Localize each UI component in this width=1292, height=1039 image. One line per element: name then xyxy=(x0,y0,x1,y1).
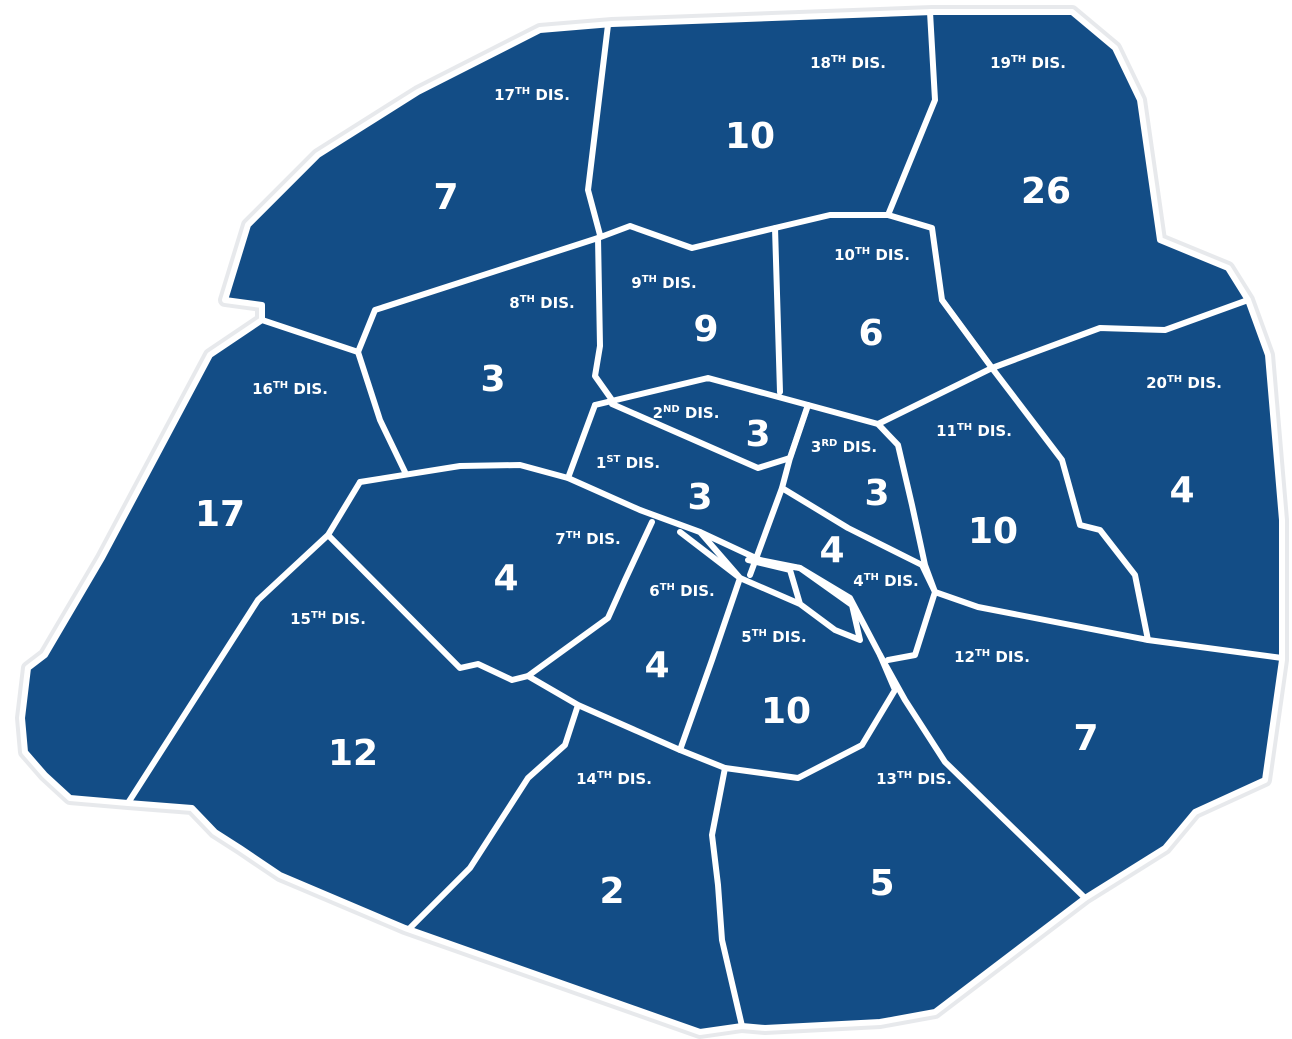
district-name-4: 4TH DIS. xyxy=(853,572,918,590)
border-15-14 xyxy=(407,702,581,931)
border-9-north xyxy=(595,212,891,251)
district-count-11: 10 xyxy=(968,511,1018,552)
border-7-6 xyxy=(525,519,655,679)
district-count-13: 5 xyxy=(869,863,894,904)
district-name-5: 5TH DIS. xyxy=(741,628,806,646)
border-17-18 xyxy=(585,22,611,238)
district-count-3: 3 xyxy=(864,473,889,514)
district-count-8: 3 xyxy=(480,359,505,400)
border-19-20 xyxy=(939,297,1251,371)
district-name-3: 3RD DIS. xyxy=(811,438,877,456)
border-13-12 xyxy=(877,652,1088,901)
border-9-west xyxy=(592,235,615,403)
district-name-18: 18TH DIS. xyxy=(810,54,886,72)
border-9-10 xyxy=(772,225,783,395)
border-6-5 xyxy=(677,529,743,753)
border-1 xyxy=(565,402,598,481)
district-count-14: 2 xyxy=(599,871,624,912)
border-5-south xyxy=(677,652,898,781)
district-name-19: 19TH DIS. xyxy=(990,54,1066,72)
border-11-20 xyxy=(989,365,1151,643)
border-12-20 xyxy=(932,589,1285,661)
district-count-20: 4 xyxy=(1169,470,1194,511)
district-count-15: 12 xyxy=(328,733,378,774)
district-name-20: 20TH DIS. xyxy=(1146,374,1222,392)
district-name-11: 11TH DIS. xyxy=(936,422,1012,440)
border-18-19 xyxy=(885,9,938,218)
district-count-16: 17 xyxy=(195,494,245,535)
border-14-13 xyxy=(709,765,745,1029)
border-7-15 xyxy=(325,532,531,683)
district-count-17: 7 xyxy=(433,177,458,218)
border-islands xyxy=(697,529,863,643)
district-name-17: 17TH DIS. xyxy=(494,86,570,104)
district-count-10: 6 xyxy=(858,313,883,354)
border-16-15 xyxy=(125,479,363,806)
district-name-16: 16TH DIS. xyxy=(252,380,328,398)
district-name-1: 1ST DIS. xyxy=(596,454,660,472)
border-3-4b xyxy=(779,485,925,568)
district-count-19: 26 xyxy=(1021,171,1071,212)
district-name-13: 13TH DIS. xyxy=(876,770,952,788)
district-name-15: 15TH DIS. xyxy=(290,610,366,628)
border-8-16 xyxy=(355,349,408,475)
border-4-12 xyxy=(885,562,938,663)
district-name-2: 2ND DIS. xyxy=(653,404,720,422)
district-name-12: 12TH DIS. xyxy=(954,648,1030,666)
district-name-8: 8TH DIS. xyxy=(509,294,574,312)
district-name-9: 9TH DIS. xyxy=(631,274,696,292)
district-name-14: 14TH DIS. xyxy=(576,770,652,788)
district-count-7: 4 xyxy=(493,558,518,599)
district-count-4: 4 xyxy=(819,530,844,571)
border-3-4 xyxy=(747,402,811,578)
district-count-18: 10 xyxy=(725,116,775,157)
district-count-1: 3 xyxy=(687,477,712,518)
district-count-12: 7 xyxy=(1073,718,1098,759)
district-count-6: 4 xyxy=(644,645,669,686)
district-count-2: 3 xyxy=(745,414,770,455)
district-name-6: 6TH DIS. xyxy=(649,582,714,600)
border-17-16 xyxy=(259,317,361,355)
district-name-7: 7TH DIS. xyxy=(555,530,620,548)
district-borders xyxy=(125,9,1285,1029)
district-count-9: 9 xyxy=(693,309,718,350)
district-count-5: 10 xyxy=(761,691,811,732)
border-north-ring xyxy=(355,235,601,355)
district-name-10: 10TH DIS. xyxy=(834,246,910,264)
